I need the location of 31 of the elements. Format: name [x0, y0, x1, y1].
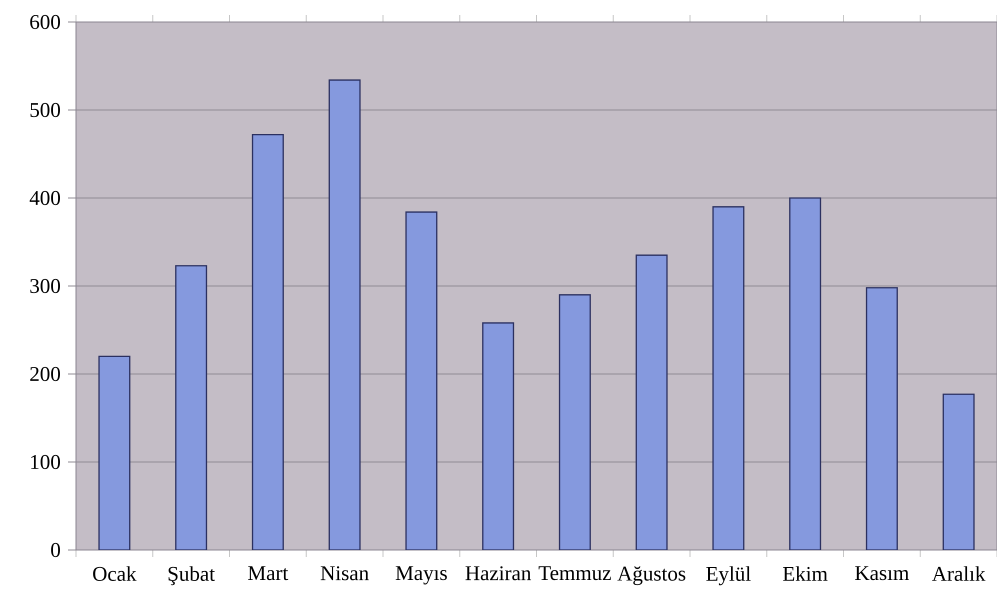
y-tick-label: 100: [31, 454, 60, 470]
x-tick-label: Aralık: [932, 566, 986, 581]
bar: [942, 394, 975, 550]
bar: [789, 197, 822, 550]
x-tick-label: Ocak: [93, 566, 137, 581]
y-tick-label: 600: [30, 14, 60, 30]
bar: [98, 356, 130, 550]
bar: [482, 322, 514, 550]
bar: [405, 211, 438, 550]
y-tick-label: 300: [30, 278, 60, 294]
y-tick-label: 400: [30, 190, 60, 206]
bar: [175, 265, 208, 550]
bar: [252, 134, 284, 550]
x-tick-label: Temmuz: [538, 566, 611, 580]
bar: [712, 206, 744, 550]
y-tick-label: 500: [30, 102, 60, 118]
x-tick-label: Ağustos: [617, 566, 686, 586]
x-tick-label: Ekim: [782, 566, 828, 581]
x-tick-label: Mart: [248, 566, 288, 580]
bar: [636, 254, 668, 550]
bar: [866, 287, 898, 550]
bar: [328, 79, 361, 550]
x-tick-label: Kasım: [855, 566, 909, 580]
x-tick-label: Nisan: [320, 566, 369, 580]
bar: [558, 294, 591, 550]
y-tick-label: 200: [30, 366, 60, 382]
x-tick-label: Eylül: [706, 566, 751, 586]
x-tick-label: Şubat: [168, 566, 215, 586]
y-tick-label: 0: [51, 542, 60, 558]
x-tick-label: Haziran: [466, 566, 532, 580]
x-tick-label: Mayıs: [396, 566, 447, 584]
